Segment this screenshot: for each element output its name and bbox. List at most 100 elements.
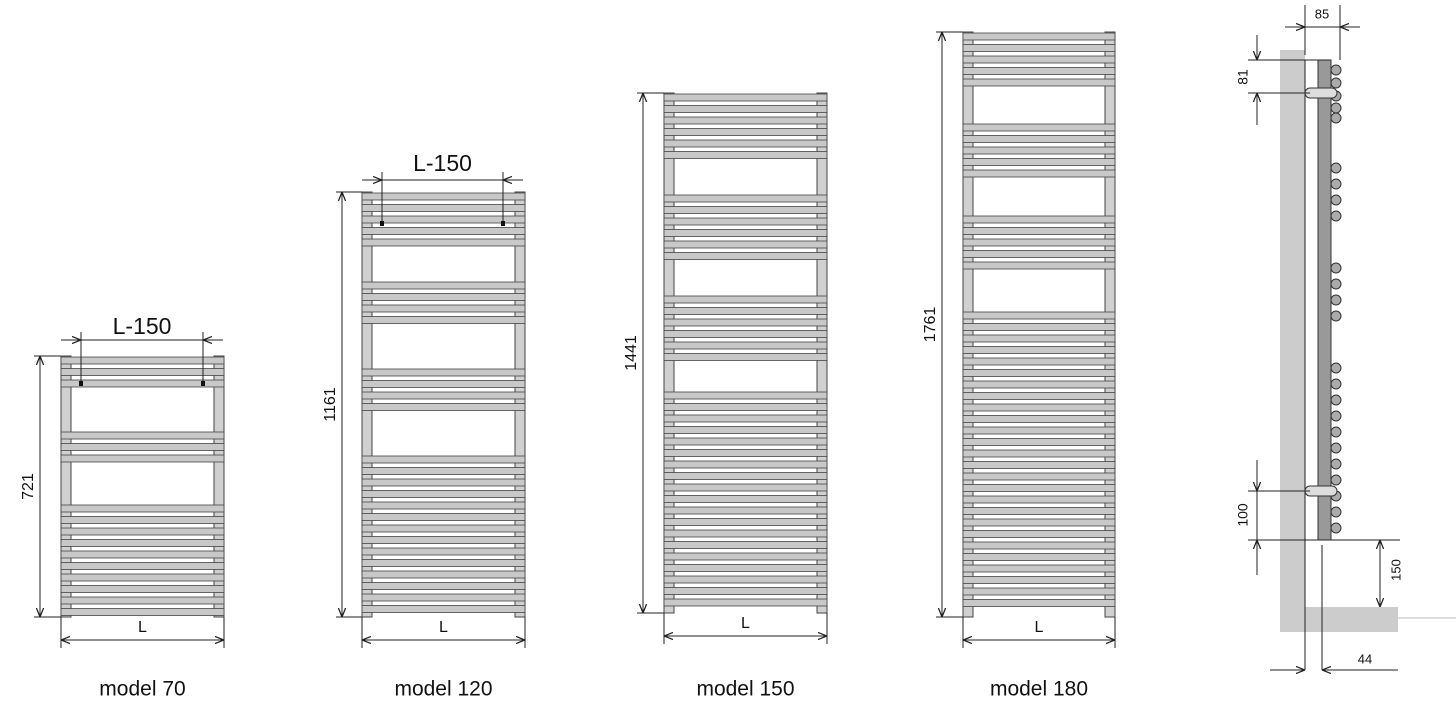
rung	[663, 437, 828, 446]
rung	[60, 527, 225, 536]
tube	[1330, 210, 1342, 222]
rung	[962, 334, 1116, 343]
radiator	[361, 191, 526, 618]
rung	[663, 295, 828, 304]
rung	[361, 403, 526, 411]
tubes	[1330, 64, 1342, 534]
width-label: L	[439, 619, 448, 636]
tube	[1330, 522, 1342, 534]
rung	[962, 587, 1116, 596]
rung	[962, 78, 1116, 87]
rung	[663, 460, 828, 469]
rung	[663, 330, 828, 338]
rung	[663, 93, 828, 102]
tube	[1330, 458, 1342, 470]
rung	[361, 467, 526, 475]
tube	[1330, 262, 1342, 274]
rung	[361, 582, 526, 590]
rung	[60, 516, 225, 524]
rung	[361, 513, 526, 521]
rung	[663, 403, 828, 411]
rung	[60, 585, 225, 593]
rung	[60, 356, 225, 365]
rung	[60, 596, 225, 605]
rung	[361, 501, 526, 510]
rung	[962, 250, 1116, 258]
tube	[1330, 474, 1342, 486]
height-label: 1441	[623, 335, 640, 371]
rung	[361, 192, 526, 201]
height-label: 721	[20, 473, 37, 500]
rung	[663, 229, 828, 237]
rung	[663, 194, 828, 203]
rung	[361, 593, 526, 602]
rung	[962, 369, 1116, 377]
rung	[663, 483, 828, 492]
radiator	[60, 355, 225, 618]
rung	[361, 605, 526, 613]
tube	[1330, 426, 1342, 438]
rung	[962, 380, 1116, 389]
rung	[663, 598, 828, 607]
rung	[962, 346, 1116, 354]
rung	[663, 139, 828, 148]
spacing-label: L-150	[413, 150, 472, 176]
connector	[201, 381, 205, 386]
rung	[663, 495, 828, 503]
connector	[501, 221, 505, 226]
rung	[962, 311, 1116, 320]
tube	[1330, 64, 1342, 76]
rung	[60, 562, 225, 570]
rung	[663, 252, 828, 260]
width-label: L	[741, 615, 750, 632]
tube	[1330, 162, 1342, 174]
rung	[361, 215, 526, 224]
rung	[962, 403, 1116, 412]
rung	[361, 238, 526, 247]
rung	[962, 564, 1116, 573]
rung	[361, 304, 526, 313]
model-caption: model 150	[696, 678, 794, 701]
rung	[663, 472, 828, 480]
rung	[663, 341, 828, 350]
rung	[361, 455, 526, 464]
rung	[60, 608, 225, 616]
rung	[962, 599, 1116, 607]
rung	[962, 123, 1116, 132]
spacing-label: L-150	[113, 313, 172, 339]
radiator	[663, 92, 828, 614]
dim-label: 81	[1235, 69, 1251, 85]
rung	[60, 550, 225, 559]
rung	[962, 215, 1116, 224]
rung	[962, 507, 1116, 515]
rung	[663, 587, 828, 595]
rung	[962, 541, 1116, 550]
height-label: 1161	[322, 387, 339, 422]
post	[816, 92, 828, 614]
rung	[663, 449, 828, 457]
rung	[361, 227, 526, 235]
rung	[60, 379, 225, 388]
model-caption: model 180	[990, 678, 1088, 701]
rung	[663, 307, 828, 315]
rung	[962, 553, 1116, 561]
rung	[663, 128, 828, 136]
rung	[361, 380, 526, 388]
rung	[962, 146, 1116, 155]
rung	[962, 415, 1116, 423]
rung	[663, 391, 828, 400]
tube	[1330, 394, 1342, 406]
tube	[1330, 294, 1342, 306]
rung	[60, 368, 225, 376]
rung	[663, 552, 828, 561]
tube	[1330, 310, 1342, 322]
rung	[962, 495, 1116, 504]
rung	[962, 135, 1116, 143]
rung	[663, 116, 828, 125]
rung	[962, 518, 1116, 527]
rung	[361, 524, 526, 533]
rung	[361, 316, 526, 324]
side-view: 85 81 100 150 44	[1235, 5, 1456, 670]
rung	[962, 67, 1116, 75]
rung	[962, 44, 1116, 52]
